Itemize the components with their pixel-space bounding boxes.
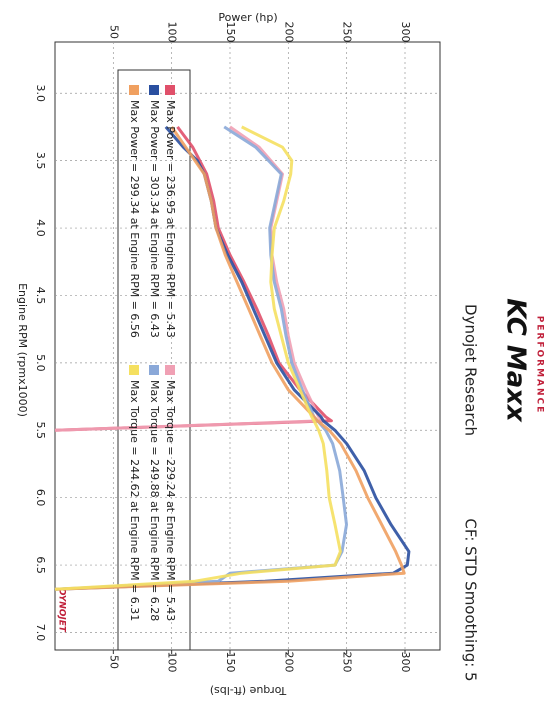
x-tick-label: 5.0 bbox=[34, 354, 47, 372]
legend-label: Max Torque = 244.62 at Engine RPM = 6.31 bbox=[128, 380, 141, 621]
title: Dynojet Research bbox=[462, 304, 480, 436]
x-tick-label: 6.5 bbox=[34, 556, 47, 574]
y2-tick-label: 150 bbox=[224, 652, 237, 673]
legend-label: Max Power = 299.34 at Engine RPM = 6.56 bbox=[128, 100, 141, 338]
brand-logo: KC Maxx bbox=[501, 298, 531, 423]
x-tick-label: 4.0 bbox=[34, 219, 47, 237]
plot-lines bbox=[54, 42, 440, 650]
y2-tick-label: 200 bbox=[282, 652, 295, 673]
y2-tick-label: 50 bbox=[107, 655, 120, 669]
x-tick-label: 3.5 bbox=[34, 152, 47, 170]
subtitle: CF: STD Smoothing: 5 bbox=[462, 518, 480, 681]
plot-frame bbox=[54, 41, 441, 651]
series-line bbox=[54, 126, 333, 432]
y2-tick-label: 100 bbox=[166, 652, 179, 673]
legend-box bbox=[117, 69, 191, 651]
legend: Max Power = 236.95 at Engine RPM = 5.43M… bbox=[128, 85, 177, 621]
legend-swatch bbox=[129, 85, 139, 95]
rpm-axis-label: Engine RPM (rpmx1000) bbox=[16, 283, 29, 417]
y-tick-label: 200 bbox=[282, 22, 295, 43]
x-tick-label: 6.0 bbox=[34, 489, 47, 507]
y-tick-label: 150 bbox=[224, 22, 237, 43]
series-line bbox=[54, 126, 406, 591]
x-tick-label: 4.5 bbox=[34, 287, 47, 305]
legend-label: Max Torque = 229.24 at Engine RPM = 5.43 bbox=[164, 380, 177, 621]
y-tick-label: 250 bbox=[341, 22, 354, 43]
legend-swatch bbox=[149, 85, 159, 95]
legend-swatch bbox=[165, 365, 175, 375]
y2-tick-label: 300 bbox=[399, 652, 412, 673]
series-line bbox=[54, 125, 348, 591]
x-tick-label: 5.5 bbox=[34, 422, 47, 440]
power-axis-label: Power (hp) bbox=[218, 11, 277, 24]
legend-label: Max Power = 303.34 at Engine RPM = 6.43 bbox=[148, 100, 161, 338]
legend-label: Max Power = 236.95 at Engine RPM = 5.43 bbox=[164, 100, 177, 338]
watermark: DYNOJET bbox=[57, 588, 67, 633]
legend-swatch bbox=[149, 365, 159, 375]
y-tick-label: 50 bbox=[107, 25, 120, 39]
x-tick-label: 7.0 bbox=[34, 624, 47, 642]
torque-axis-label: Torque (ft-lbs) bbox=[210, 684, 287, 697]
y-tick-label: 300 bbox=[399, 22, 412, 43]
legend-label: Max Torque = 249.88 at Engine RPM = 6.28 bbox=[148, 380, 161, 621]
brand-tagline: PERFORMANCE bbox=[535, 316, 545, 415]
legend-swatch bbox=[165, 85, 175, 95]
x-tick-label: 3.0 bbox=[34, 84, 47, 102]
legend-swatch bbox=[129, 365, 139, 375]
series-line bbox=[54, 125, 342, 591]
series-line bbox=[54, 125, 411, 591]
y-tick-label: 100 bbox=[166, 22, 179, 43]
y2-tick-label: 250 bbox=[341, 652, 354, 673]
